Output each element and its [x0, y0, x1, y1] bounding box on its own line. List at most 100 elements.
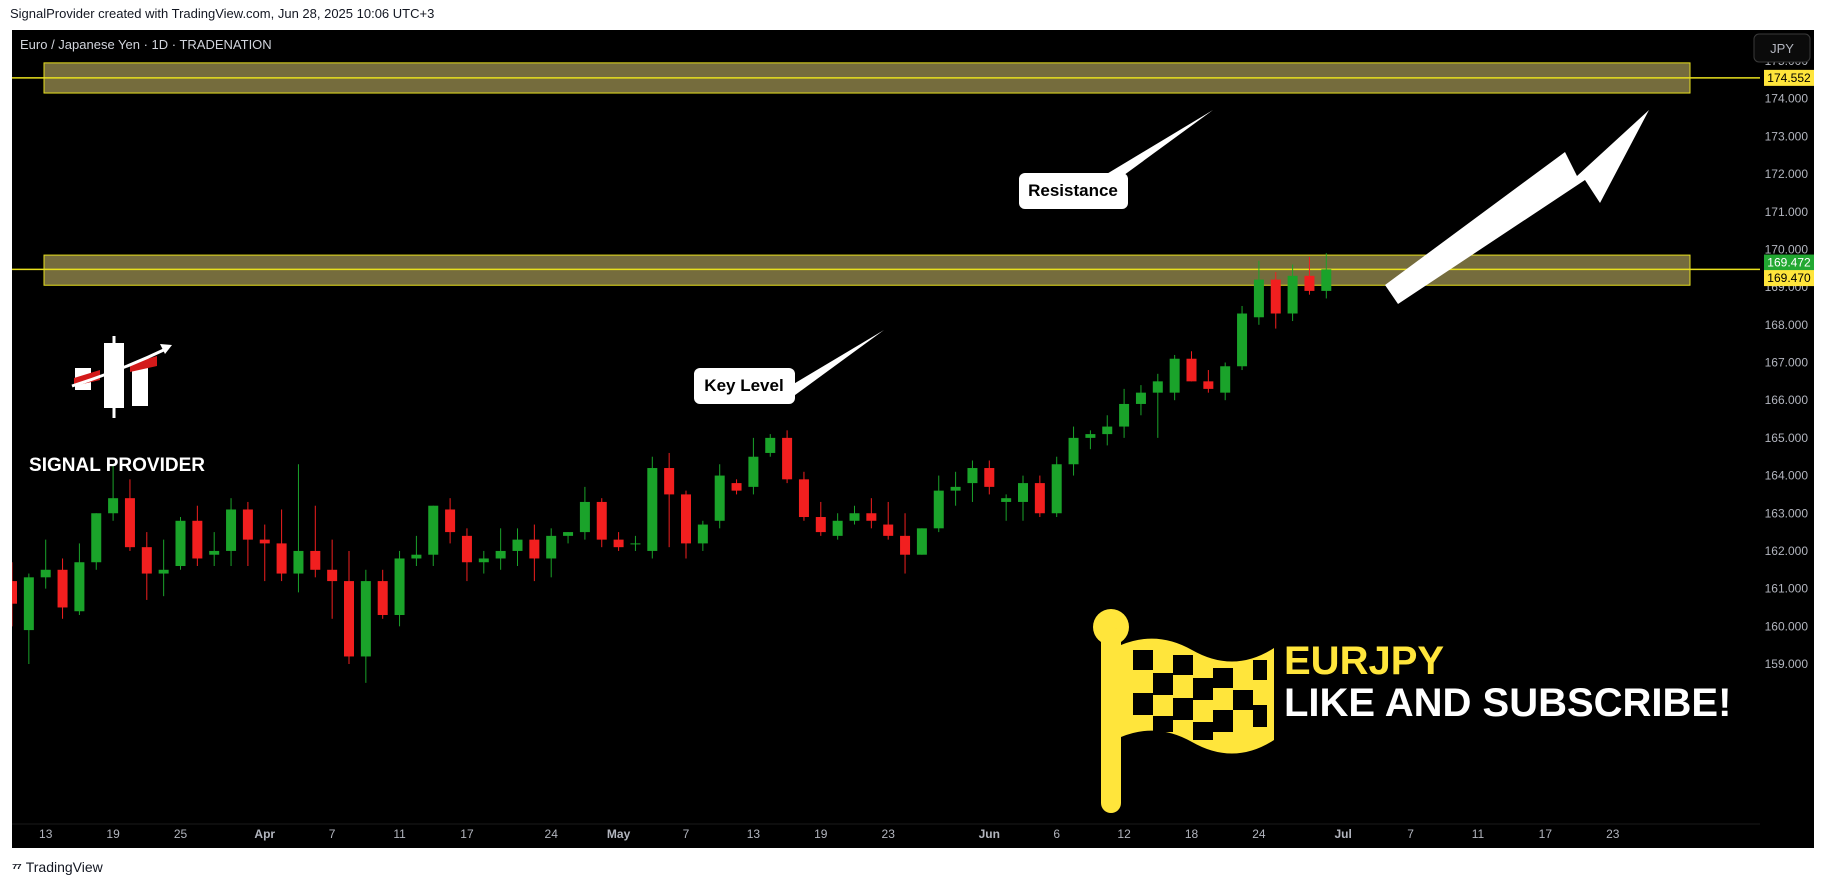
candle-body [798, 479, 809, 518]
candle [1270, 272, 1281, 329]
candle-body [1135, 392, 1146, 404]
y-tick-label: 174.000 [1765, 92, 1809, 106]
candle-body [664, 468, 675, 495]
candle-body [7, 581, 17, 604]
y-tick-label: 167.000 [1765, 356, 1809, 370]
candle-body [782, 437, 793, 480]
candle [226, 498, 237, 567]
candle [714, 464, 725, 529]
logo-candle-side [132, 368, 148, 406]
candle-body [1102, 426, 1113, 435]
candle-body [192, 520, 203, 559]
candle [124, 479, 135, 551]
x-tick-label: 17 [460, 827, 474, 841]
key-level-callout-pointer [770, 330, 884, 398]
y-tick-label: 170.000 [1765, 242, 1809, 256]
candle [1169, 354, 1180, 401]
candle-body [175, 520, 186, 567]
candle [495, 528, 506, 570]
x-tick-label: 18 [1185, 827, 1199, 841]
x-tick-label: 11 [393, 827, 406, 841]
candle-body [74, 562, 85, 612]
candle [209, 532, 220, 567]
x-tick-label: 24 [1252, 827, 1266, 841]
candle-body [1051, 464, 1062, 514]
candle-body [124, 498, 135, 548]
price-tag-resistance: 174.552 [1764, 69, 1814, 86]
subscribe-banner[interactable]: EURJPY LIKE AND SUBSCRIBE! [1093, 609, 1731, 813]
candle [900, 513, 911, 574]
candle [1085, 430, 1096, 450]
candle-body [1321, 269, 1332, 291]
price-tag-key-level: 169.470 [1764, 270, 1814, 287]
candle-body [529, 539, 540, 559]
y-tick-label: 162.000 [1765, 544, 1809, 558]
footer-brand[interactable]: TradingView [25, 859, 103, 875]
candle [984, 460, 995, 495]
price-tag-current: 169.472 [1764, 254, 1814, 271]
candle-body [91, 513, 102, 563]
candle [57, 558, 68, 619]
candle [529, 524, 540, 582]
logo-text: SIGNAL PROVIDER [29, 455, 205, 476]
resistance-callout[interactable]: Resistance [1019, 110, 1213, 209]
x-tick-label: 25 [174, 827, 188, 841]
candle [697, 520, 708, 551]
candle-body [1018, 483, 1028, 502]
candle-body [242, 509, 253, 540]
candle [1051, 456, 1062, 518]
candle [630, 535, 641, 551]
attribution-text: SignalProvider created with TradingView.… [10, 6, 435, 21]
candle [141, 532, 152, 600]
x-tick-label: 23 [1606, 827, 1620, 841]
candle-body [327, 569, 338, 582]
tradingview-logo-icon: ⁷⁷ [12, 859, 22, 875]
currency-label: JPY [1770, 41, 1794, 56]
x-tick-label: 24 [545, 827, 559, 841]
key-level-label: Key Level [704, 376, 783, 395]
candle-body [23, 577, 34, 631]
candle-body [1253, 279, 1264, 318]
candle-body [141, 547, 152, 574]
candle-body [1287, 275, 1298, 314]
candle-body [916, 528, 927, 555]
candle [782, 430, 793, 484]
candle-body [411, 554, 422, 559]
target-arrow[interactable] [1385, 110, 1649, 304]
y-tick-label: 164.000 [1765, 469, 1809, 483]
candle [883, 501, 894, 540]
key-level-callout[interactable]: Key Level [694, 330, 884, 404]
candle [175, 517, 186, 570]
candle [933, 475, 944, 533]
candle-body [900, 535, 911, 555]
candle-body [596, 501, 607, 540]
candle-body [293, 550, 304, 574]
candle-body [563, 532, 574, 536]
candle-body [259, 539, 270, 544]
candle [91, 513, 102, 570]
y-tick-label: 166.000 [1765, 393, 1809, 407]
chart-area[interactable]: 159.000 160.000 161.000 162.000 163.000 164.0… [7, 30, 1814, 848]
candlestick-chart[interactable]: 159.000 160.000 161.000 162.000 163.000 164.0… [7, 30, 1814, 848]
candle-body [815, 517, 826, 533]
candle-body [697, 524, 708, 544]
candle [310, 505, 321, 578]
candle [1034, 475, 1045, 518]
candle [579, 486, 590, 540]
candle [1253, 260, 1264, 325]
logo-red-band-right [130, 356, 157, 372]
candle-body [1270, 279, 1281, 314]
candle [478, 550, 489, 574]
candle [23, 573, 34, 664]
y-tick-label: 171.000 [1765, 205, 1809, 219]
logo-arrowhead [160, 344, 172, 354]
y-tick-label: 172.000 [1765, 167, 1809, 181]
candle [546, 528, 557, 578]
candle [1018, 475, 1028, 521]
currency-button[interactable]: JPY [1753, 33, 1811, 63]
candle-body [360, 581, 371, 657]
y-tick-label: 168.000 [1765, 318, 1809, 332]
candle [596, 498, 607, 548]
price-axis[interactable] [1760, 30, 1814, 848]
candle-body [579, 501, 590, 533]
